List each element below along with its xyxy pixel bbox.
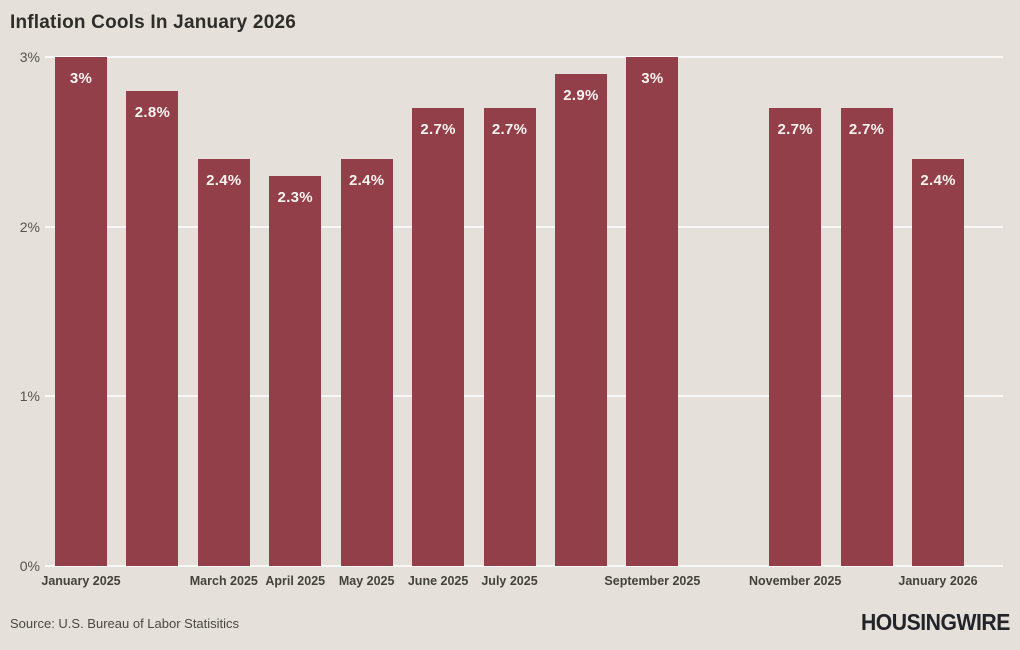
x-axis-tick-label: November 2025 (748, 574, 842, 588)
bar-february-2025: 2.8% (126, 90, 179, 566)
bar-september-2025: 3% (626, 56, 679, 566)
x-axis-tick-label: July 2025 (481, 574, 538, 588)
bar-march-2025: 2.4% (197, 158, 250, 566)
y-axis-tick-label: 0% (19, 558, 40, 574)
bar-value-label: 2.7% (491, 120, 528, 138)
gridline-3% (45, 55, 1003, 58)
bar-january-2025: 3% (55, 56, 107, 566)
x-axis-tick-label: April 2025 (265, 574, 326, 588)
bar-value-label: 2.4% (348, 171, 385, 189)
bar-value-label: 2.9% (563, 86, 599, 104)
gridline-0% (45, 565, 1003, 567)
bar-april-2025: 2.3% (269, 175, 322, 566)
bar-value-label: 2.8% (134, 103, 171, 121)
bar-june-2025: 2.7% (412, 107, 465, 566)
y-axis-tick-label: 3% (19, 48, 40, 65)
bar-november-2025: 2.7% (769, 107, 822, 566)
x-axis-tick-label: January 2026 (898, 574, 978, 588)
bar-value-label: 3% (69, 69, 93, 87)
x-axis-tick-label: May 2025 (338, 574, 395, 588)
bar-january-2026: 2.4% (912, 158, 965, 566)
bar-july-2025: 2.7% (483, 107, 536, 566)
x-axis-tick-label: March 2025 (189, 574, 258, 588)
y-axis-tick-label: 2% (19, 218, 40, 235)
x-axis-tick-label: June 2025 (407, 574, 469, 588)
x-axis-tick-label: January 2025 (41, 574, 121, 588)
y-axis-tick-label: 1% (19, 388, 40, 405)
bar-value-label: 2.7% (777, 120, 813, 138)
bar-december-2025: 2.7% (840, 107, 893, 566)
bar-value-label: 2.3% (277, 188, 313, 206)
bar-august-2025: 2.9% (554, 73, 607, 566)
source-note: Source: U.S. Bureau of Labor Statisitics (10, 616, 240, 631)
chart-title: Inflation Cools In January 2026 (10, 12, 296, 33)
housingwire-logo: HOUSINGWIRE (861, 609, 1010, 635)
bar-value-label: 3% (641, 69, 664, 87)
bar-value-label: 2.7% (848, 120, 885, 138)
bar-value-label: 2.7% (420, 120, 456, 138)
x-axis-tick-label: September 2025 (604, 574, 701, 588)
bar-value-label: 2.4% (920, 171, 956, 189)
bar-value-label: 2.4% (206, 171, 242, 189)
bar-may-2025: 2.4% (340, 158, 393, 566)
